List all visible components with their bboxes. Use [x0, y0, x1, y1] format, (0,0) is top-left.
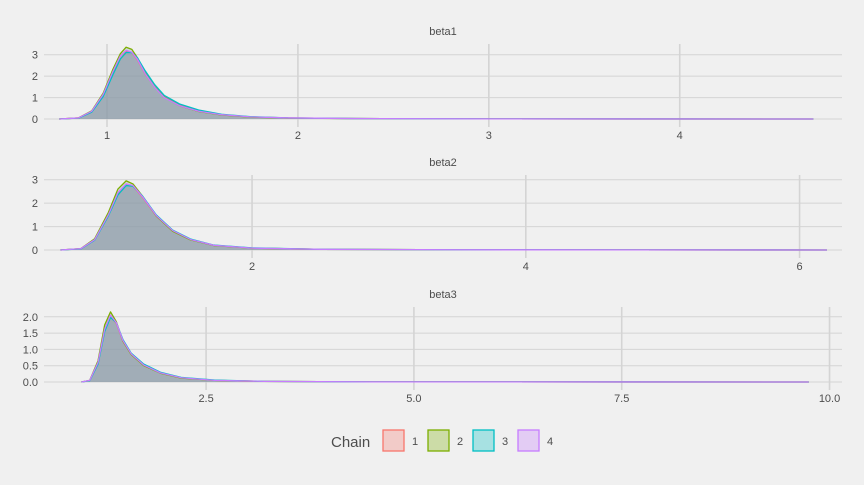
density-area-chain-4 — [59, 50, 814, 119]
y-tick-label: 1 — [32, 222, 38, 234]
facet-title-beta2: beta2 — [429, 157, 457, 169]
legend-label-chain-3: 3 — [502, 436, 508, 448]
x-tick-label: 10.0 — [819, 393, 840, 405]
y-tick-label: 1.5 — [23, 328, 38, 340]
density-area-chain-1 — [60, 184, 827, 250]
density-area-chain-3 — [59, 52, 814, 119]
legend-label-chain-1: 1 — [412, 436, 418, 448]
x-tick-label: 2 — [249, 261, 255, 273]
x-tick-label: 2 — [295, 130, 301, 142]
legend-key-chain-2 — [427, 429, 450, 452]
y-tick-label: 1 — [32, 93, 38, 105]
y-tick-label: 3 — [32, 50, 38, 62]
x-tick-label: 5.0 — [406, 393, 421, 405]
density-area-chain-4 — [60, 183, 827, 250]
facet-title-beta1: beta1 — [429, 26, 457, 38]
density-area-chain-3 — [60, 185, 827, 250]
density-area-chain-2 — [81, 311, 809, 382]
density-area-chain-4 — [81, 315, 809, 382]
y-tick-label: 0.0 — [23, 377, 38, 389]
legend-key-chain-4 — [517, 429, 540, 452]
density-area-chain-3 — [81, 317, 809, 382]
legend-label-chain-2: 2 — [457, 436, 463, 448]
legend-key-chain-3 — [472, 429, 495, 452]
legend-key-chain-1 — [382, 429, 405, 452]
y-tick-label: 1.0 — [23, 344, 38, 356]
x-tick-label: 4 — [523, 261, 529, 273]
facet-panel-beta3 — [44, 307, 842, 390]
density-line-chain-4 — [60, 183, 827, 251]
x-tick-label: 1 — [104, 130, 110, 142]
y-tick-label: 2.0 — [23, 312, 38, 324]
density-line-chain-4 — [59, 49, 814, 120]
x-tick-label: 7.5 — [614, 393, 629, 405]
density-area-chain-1 — [81, 316, 809, 382]
density-area-chain-1 — [59, 51, 814, 119]
legend-label-chain-4: 4 — [547, 436, 553, 448]
legend-title: Chain — [331, 434, 370, 451]
x-tick-label: 3 — [486, 130, 492, 142]
x-tick-label: 2.5 — [198, 393, 213, 405]
x-tick-label: 6 — [797, 261, 803, 273]
y-tick-label: 0.5 — [23, 361, 38, 373]
y-tick-label: 0 — [32, 114, 38, 126]
facet-title-beta3: beta3 — [429, 289, 457, 301]
y-tick-label: 3 — [32, 175, 38, 187]
density-line-chain-4 — [81, 314, 809, 383]
x-tick-label: 4 — [677, 130, 683, 142]
y-tick-label: 0 — [32, 245, 38, 257]
y-tick-label: 2 — [32, 71, 38, 83]
facet-panel-beta2 — [44, 175, 842, 258]
y-tick-label: 2 — [32, 198, 38, 210]
facet-panel-beta1 — [44, 44, 842, 127]
density-area-chain-2 — [60, 180, 827, 250]
density-line-chain-2 — [81, 311, 809, 383]
